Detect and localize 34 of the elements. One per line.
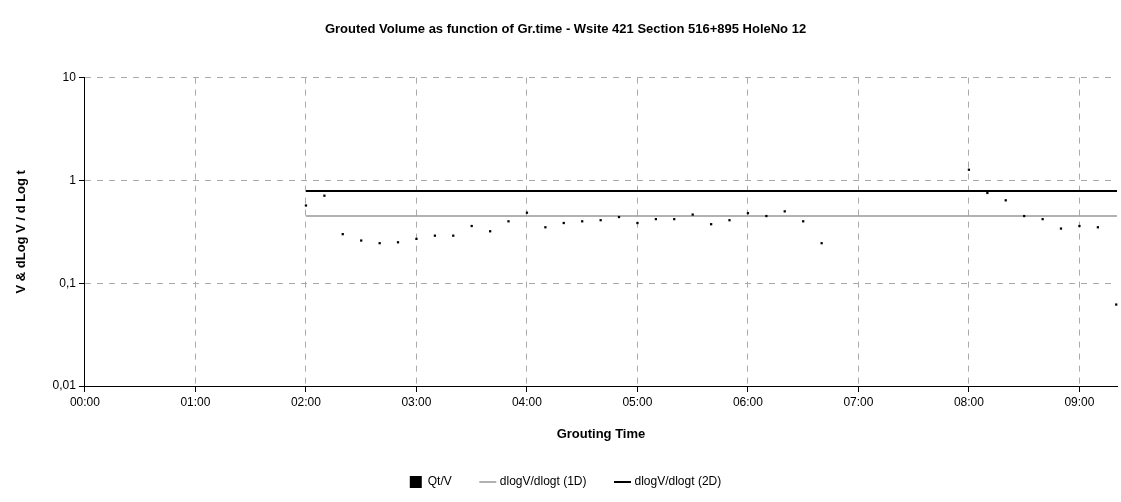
y-tick-label: 0,1 xyxy=(59,275,77,290)
x-tick-label: 08:00 xyxy=(953,394,985,409)
x-axis-title: Grouting Time xyxy=(556,425,646,441)
x-tick-label: 09:00 xyxy=(1064,394,1095,409)
point xyxy=(986,191,989,195)
y-tick-label: 0,01 xyxy=(52,378,77,393)
y-axis-title: V & dLog V / d Log t xyxy=(13,169,29,294)
x-tick-label: 05:00 xyxy=(622,394,653,409)
legend-label: dlogV/dlogt (2D) xyxy=(634,474,722,489)
x-tick-label: 06:00 xyxy=(732,394,764,409)
legend-label: Qt/V xyxy=(427,474,452,489)
point xyxy=(636,221,639,225)
y-tick-label: 10 xyxy=(62,69,77,84)
point xyxy=(1059,227,1063,230)
point xyxy=(1115,303,1118,306)
x-tick-label: 03:00 xyxy=(401,394,432,409)
legend-label: dlogV/dlogt (1D) xyxy=(499,474,587,489)
point xyxy=(1078,224,1081,228)
x-tick-label: 01:00 xyxy=(180,394,211,409)
x-tick-label: 07:00 xyxy=(843,394,874,409)
x-tick-label: 00:00 xyxy=(69,394,101,409)
point xyxy=(544,226,547,229)
y-tick-label: 1 xyxy=(69,172,77,187)
point xyxy=(728,219,731,222)
point xyxy=(765,214,768,218)
point xyxy=(691,213,694,216)
point xyxy=(415,237,418,240)
x-tick-label: 04:00 xyxy=(511,394,543,409)
point xyxy=(304,204,308,207)
chart-title: Grouted Volume as function of Gr.time - Wsite 421 Section 516+895 HoleNo 12 xyxy=(324,21,807,37)
point xyxy=(360,239,363,242)
x-tick-label: 02:00 xyxy=(290,394,322,409)
point xyxy=(507,220,510,223)
point xyxy=(323,194,326,197)
